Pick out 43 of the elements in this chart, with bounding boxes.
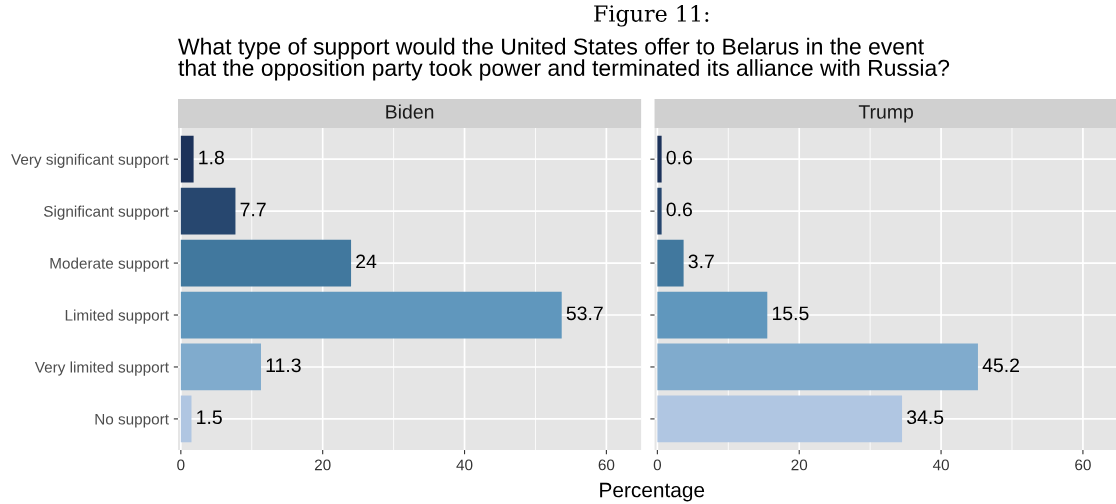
data-label: 24 bbox=[356, 254, 377, 269]
bar bbox=[180, 187, 236, 235]
x-tick-label: 40 bbox=[456, 459, 473, 471]
data-label: 0.6 bbox=[666, 150, 692, 165]
bar bbox=[180, 291, 562, 339]
data-label: 53.7 bbox=[566, 306, 603, 321]
x-tick-label: 60 bbox=[598, 459, 615, 471]
y-tick-label: Very limited support bbox=[34, 361, 169, 376]
text: What type of support would the United States offer to Belarus in the event that the opposition party took power and terminated its alliance with Russia? bbox=[178, 37, 950, 81]
caption: Figure 11: bbox=[594, 5, 709, 27]
x-tick-label: 60 bbox=[1075, 459, 1091, 471]
bar bbox=[180, 239, 352, 287]
x-tick-label: 40 bbox=[932, 459, 949, 471]
y-tick-label: Limited support bbox=[65, 309, 169, 324]
bar bbox=[657, 291, 768, 339]
x-tick-label: 20 bbox=[314, 459, 331, 471]
data-label: 45.2 bbox=[982, 358, 1019, 373]
x-axis-title: Percentage bbox=[600, 482, 705, 502]
bar bbox=[657, 395, 903, 443]
bar bbox=[180, 395, 192, 443]
chart-title: Biden bbox=[386, 104, 434, 119]
data-label: 15.5 bbox=[772, 306, 809, 321]
y-tick-label: Moderate support bbox=[50, 257, 169, 272]
chart-title: Trump bbox=[858, 105, 914, 123]
data-label: 3.7 bbox=[688, 254, 714, 269]
data-label: 1.8 bbox=[199, 150, 224, 165]
bar bbox=[657, 135, 662, 183]
bar bbox=[657, 343, 978, 391]
y-tick-label: No support bbox=[95, 413, 169, 428]
y-tick-label: Significant support bbox=[43, 205, 169, 220]
bar bbox=[180, 343, 261, 391]
data-label: 1.5 bbox=[197, 410, 222, 425]
bar bbox=[657, 239, 684, 287]
y-tick-label: Very significant support bbox=[11, 153, 169, 168]
x-tick-label: 0 bbox=[177, 459, 185, 471]
data-label: 11.3 bbox=[266, 358, 301, 373]
data-label: 34.5 bbox=[906, 410, 944, 425]
bar bbox=[180, 135, 194, 183]
x-tick-label: 20 bbox=[791, 459, 808, 471]
bar bbox=[657, 187, 662, 235]
data-label: 0.6 bbox=[666, 202, 692, 217]
x-tick-label: 0 bbox=[653, 459, 662, 471]
data-label: 7.7 bbox=[240, 202, 266, 217]
